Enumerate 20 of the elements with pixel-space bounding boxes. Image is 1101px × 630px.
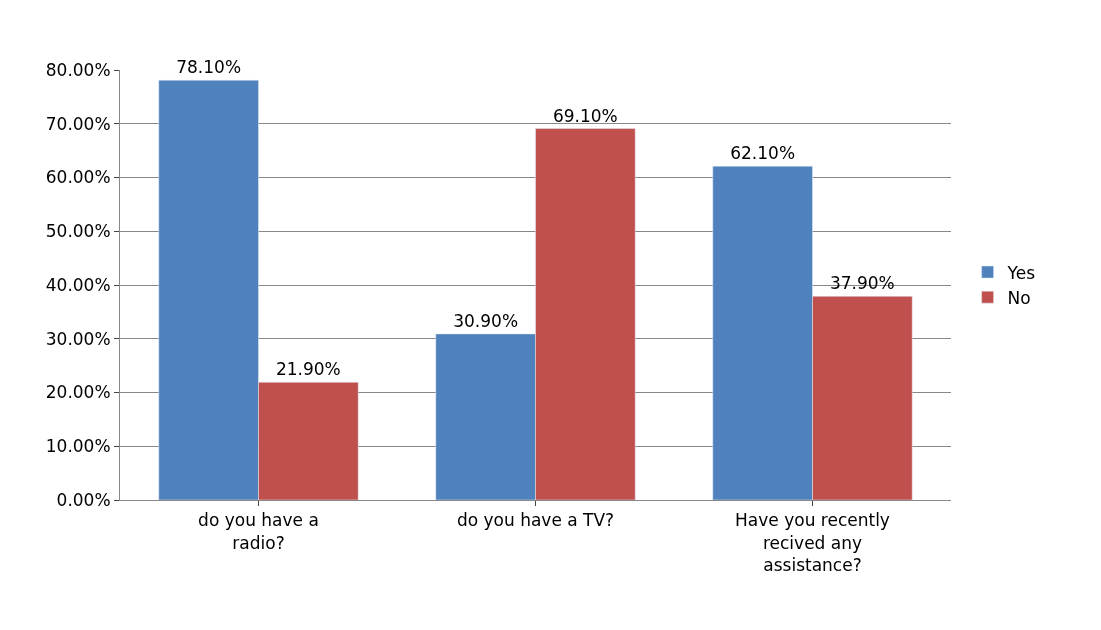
y-tick-label: 40.00% — [45, 274, 111, 295]
x-tick-label: do you have a radio? — [198, 510, 319, 553]
y-tick-label: 60.00% — [45, 167, 111, 188]
data-label: 62.10% — [730, 143, 796, 164]
y-tick-label: 50.00% — [45, 221, 111, 242]
data-label: 21.90% — [275, 359, 341, 380]
y-tick-label: 70.00% — [45, 113, 111, 134]
data-label: 78.10% — [176, 57, 242, 78]
data-label: 30.90% — [453, 310, 519, 331]
data-label: 69.10% — [552, 105, 618, 126]
x-tick-label: Have you recently recived any assistance? — [735, 510, 890, 575]
y-tick-label: 10.00% — [45, 436, 111, 457]
y-tick-label: 0.00% — [56, 489, 111, 510]
x-tick-label: do you have a TV? — [456, 510, 615, 531]
y-tick-label: 80.00% — [45, 59, 111, 80]
legend-label: No — [1007, 287, 1031, 308]
data-label: 37.90% — [829, 273, 895, 294]
y-tick-label: 20.00% — [45, 382, 111, 403]
y-tick-label: 30.00% — [45, 328, 111, 349]
legend-label: Yes — [1006, 262, 1036, 283]
